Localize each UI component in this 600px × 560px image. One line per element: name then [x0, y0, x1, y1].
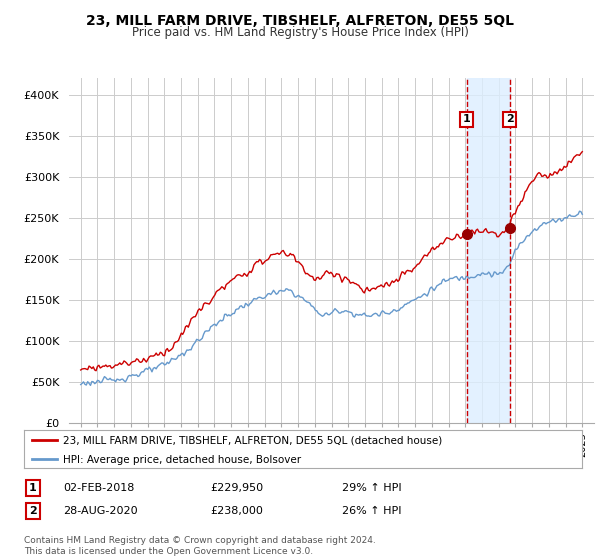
Text: HPI: Average price, detached house, Bolsover: HPI: Average price, detached house, Bols… [63, 455, 301, 465]
Text: 1: 1 [463, 114, 470, 124]
Text: 02-FEB-2018: 02-FEB-2018 [63, 483, 134, 493]
Text: 1: 1 [29, 483, 37, 493]
Text: £229,950: £229,950 [210, 483, 263, 493]
Text: Price paid vs. HM Land Registry's House Price Index (HPI): Price paid vs. HM Land Registry's House … [131, 26, 469, 39]
Text: 2: 2 [506, 114, 514, 124]
Text: 29% ↑ HPI: 29% ↑ HPI [342, 483, 401, 493]
Bar [467, 78, 509, 423]
Text: 23, MILL FARM DRIVE, TIBSHELF, ALFRETON, DE55 5QL: 23, MILL FARM DRIVE, TIBSHELF, ALFRETON,… [86, 14, 514, 28]
Text: 2: 2 [29, 506, 37, 516]
Text: 26% ↑ HPI: 26% ↑ HPI [342, 506, 401, 516]
Text: £238,000: £238,000 [210, 506, 263, 516]
Text: 28-AUG-2020: 28-AUG-2020 [63, 506, 137, 516]
Text: 23, MILL FARM DRIVE, TIBSHELF, ALFRETON, DE55 5QL (detached house): 23, MILL FARM DRIVE, TIBSHELF, ALFRETON,… [63, 436, 442, 446]
Text: Contains HM Land Registry data © Crown copyright and database right 2024.
This d: Contains HM Land Registry data © Crown c… [24, 536, 376, 556]
